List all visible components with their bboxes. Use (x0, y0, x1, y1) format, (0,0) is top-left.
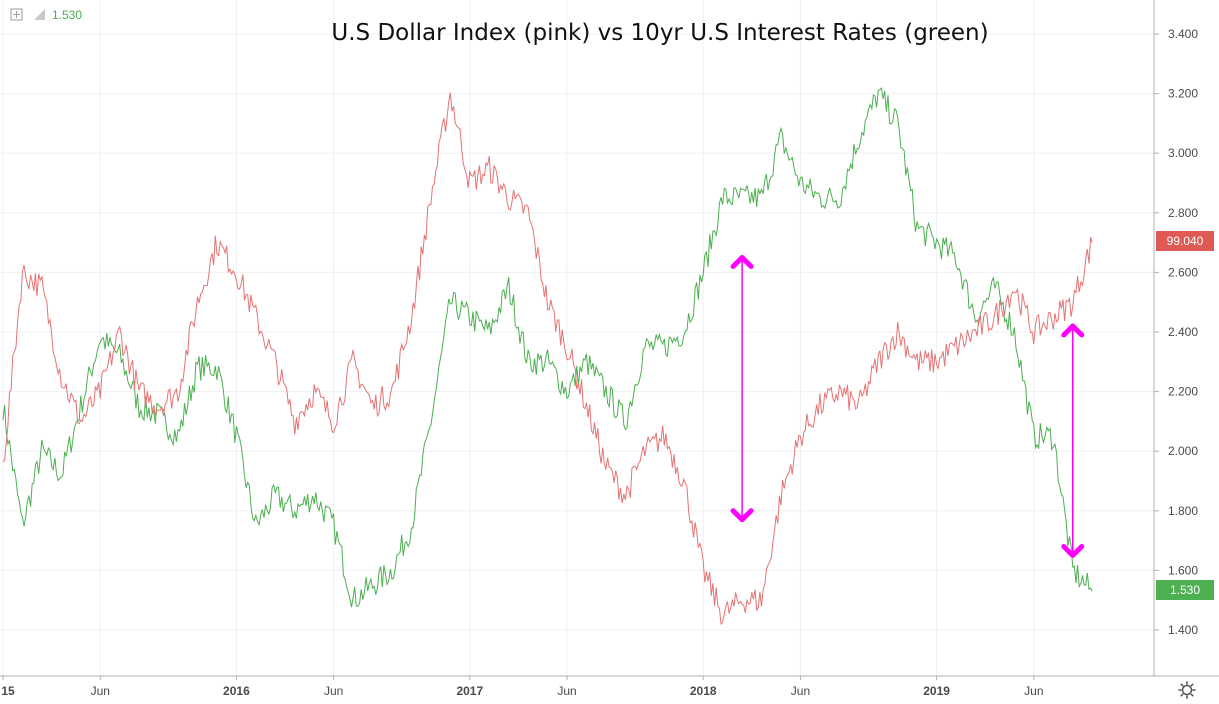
x-tick-label: Jun (324, 684, 343, 698)
x-tick-label: 15 (1, 684, 15, 698)
y-tick-label: 2.400 (1168, 325, 1198, 339)
y-tick-label: 3.200 (1168, 87, 1198, 101)
dollar-index-badge-value: 99.040 (1167, 234, 1204, 248)
arrow-head-down (730, 508, 754, 523)
arrow-head-up (730, 255, 754, 269)
y-tick-label: 2.000 (1168, 444, 1198, 458)
rates-badge-value: 1.530 (1170, 583, 1200, 597)
y-tick-label: 2.200 (1168, 385, 1198, 399)
y-tick-label: 1.600 (1168, 563, 1198, 577)
x-tick-label: 2016 (223, 684, 250, 698)
axes (0, 0, 1219, 677)
series-layer (2, 87, 1093, 625)
settings-icon[interactable] (1178, 681, 1196, 699)
chart-title: U.S Dollar Index (pink) vs 10yr U.S Inte… (331, 20, 988, 46)
legend[interactable]: 1.530 (10, 8, 82, 22)
dollar-index-badge (1156, 231, 1214, 251)
y-axis-ticks: 1.400 1.600 1.800 2.000 2.200 2.400 2.600 2.800… (1154, 27, 1198, 637)
dollar-index-series-line (2, 92, 1093, 625)
x-tick-label: Jun (91, 684, 110, 698)
rates-badge (1156, 580, 1214, 600)
arrow-head-up (1061, 323, 1085, 338)
x-tick-label: Jun (791, 684, 810, 698)
rates-series-line (2, 87, 1093, 608)
price-badges: 99.040 1.530 (1156, 231, 1214, 600)
x-tick-label: 2019 (923, 684, 950, 698)
annotation-layer (730, 255, 1085, 558)
legend-value: 1.530 (52, 8, 82, 22)
y-tick-label: 3.000 (1168, 146, 1198, 160)
y-tick-label: 3.400 (1168, 27, 1198, 41)
grid-lines (0, 0, 1154, 676)
x-axis-ticks: 15 Jun 2016 Jun 2017 Jun 2018 Jun 2019 Jun (1, 676, 1044, 698)
y-tick-label: 2.600 (1168, 265, 1198, 279)
x-tick-label: 2018 (690, 684, 717, 698)
x-tick-label: 2017 (456, 684, 483, 698)
arrow-head-down (1061, 544, 1085, 558)
y-tick-label: 2.800 (1168, 206, 1198, 220)
y-tick-label: 1.400 (1168, 623, 1198, 637)
y-tick-label: 1.800 (1168, 504, 1198, 518)
series-marker-icon (34, 9, 45, 20)
x-tick-label: Jun (1024, 684, 1043, 698)
x-tick-label: Jun (557, 684, 576, 698)
